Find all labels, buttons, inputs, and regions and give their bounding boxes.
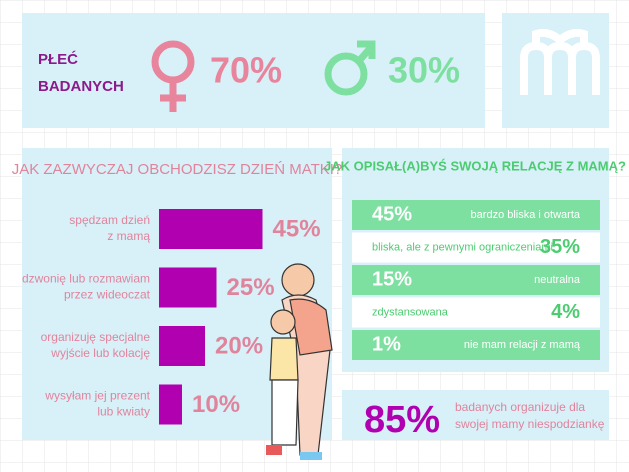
female-value: 70% [210, 50, 282, 91]
gender-title: PŁEĆ [38, 50, 78, 68]
surprise-text: swojej mamy niespodziankę [455, 417, 605, 431]
relation-row [352, 200, 600, 230]
male-icon [324, 40, 376, 96]
illustration [266, 263, 333, 460]
female-icon [151, 40, 195, 112]
surprise-value: 85% [364, 399, 440, 441]
logo [520, 28, 600, 95]
bar [159, 384, 182, 425]
bar-label: przez wideoczat [64, 288, 151, 302]
relation-title: JAK OPISAŁ(A)BYŚ SWOJĄ RELACJĘ Z MAMĄ? [324, 158, 626, 173]
bar-label: z mamą [107, 229, 150, 243]
bar [159, 267, 217, 308]
bar-value: 25% [227, 274, 275, 301]
relation-row [352, 265, 600, 295]
male-value: 30% [388, 50, 460, 91]
relation-value: 1% [372, 333, 401, 355]
relation-label: nie mam relacji z mamą [464, 339, 581, 351]
relation-row [352, 297, 600, 328]
bar [159, 326, 205, 366]
relation-row [352, 232, 600, 263]
bar-value: 10% [192, 391, 240, 418]
bar-label: organizuję specjalne [41, 330, 151, 344]
relation-row [352, 330, 600, 360]
relation-value: 45% [372, 203, 412, 225]
gender-title: BADANYCH [38, 78, 124, 95]
bar-label: dzwonię lub rozmawiam [22, 272, 150, 286]
surprise-panel [342, 390, 609, 440]
relation-label: bliska, ale z pewnymi ograniczeniami [372, 241, 553, 253]
bar-label: lub kwiaty [97, 405, 150, 419]
bar-label: wysyłam jej prezent [44, 389, 150, 403]
relation-label: neutralna [534, 274, 581, 286]
gender-panel [22, 13, 485, 128]
bar-label: wyjście lub kolację [50, 346, 150, 360]
relation-value: 35% [540, 236, 580, 258]
bar [159, 209, 263, 249]
celebration-title: JAK ZAZWYCZAJ OBCHODZISZ DZIEŃ MATKI? [12, 161, 343, 178]
surprise-text: badanych organizuje dla [455, 400, 585, 414]
bar-label: spędzam dzień [69, 213, 150, 227]
bar-value: 45% [273, 215, 321, 242]
relation-label: zdystansowana [372, 306, 449, 318]
relation-value: 4% [551, 301, 580, 323]
relation-value: 15% [372, 268, 412, 290]
bar-value: 20% [215, 332, 263, 359]
relation-label: bardzo bliska i otwarta [471, 209, 581, 221]
